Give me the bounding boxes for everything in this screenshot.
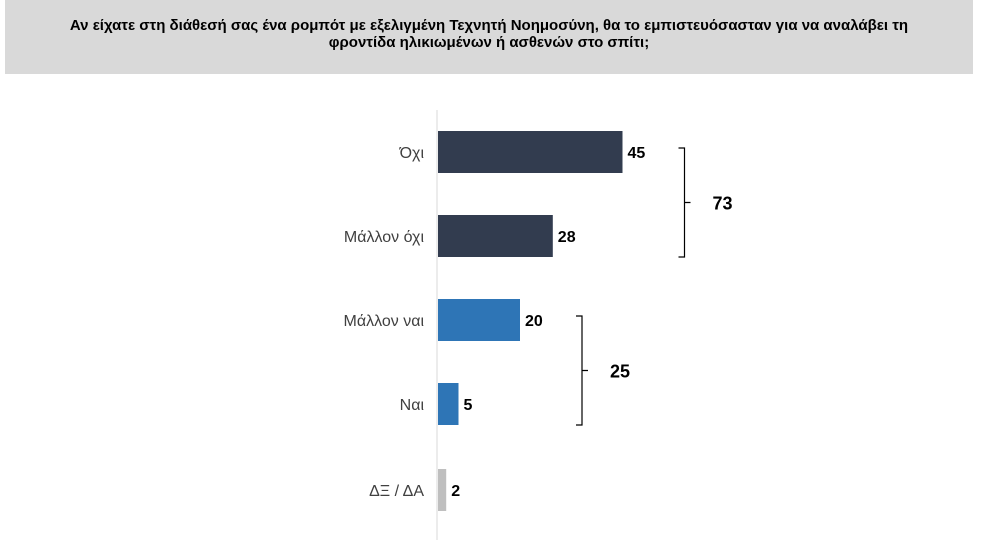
group-total-label: 73 — [713, 194, 733, 214]
category-label: Ναι — [400, 397, 425, 414]
category-label: Μάλλον ναι — [344, 313, 425, 330]
group-total-label: 25 — [610, 362, 630, 382]
category-label: Όχι — [399, 145, 425, 162]
category-label: Μάλλον όχι — [344, 229, 425, 246]
value-label: 45 — [628, 145, 646, 162]
value-label: 28 — [558, 229, 576, 246]
bar — [438, 299, 520, 341]
title-line-2: φροντίδα ηλικιωμένων ή ασθενών στο σπίτι… — [328, 34, 650, 51]
chart-title-banner: Αν είχατε στη διάθεσή σας ένα ρομπότ με … — [5, 0, 973, 74]
value-label: 20 — [525, 313, 543, 330]
category-label: ΔΞ / ΔΑ — [369, 483, 424, 500]
value-label: 2 — [451, 483, 460, 500]
bar — [438, 383, 459, 425]
bar — [438, 215, 553, 257]
title-line-1: Αν είχατε στη διάθεσή σας ένα ρομπότ με … — [69, 17, 909, 34]
value-label: 5 — [464, 397, 473, 414]
group-bracket — [678, 147, 691, 258]
bar — [438, 469, 447, 511]
bar — [438, 131, 623, 173]
group-bracket — [576, 315, 588, 426]
